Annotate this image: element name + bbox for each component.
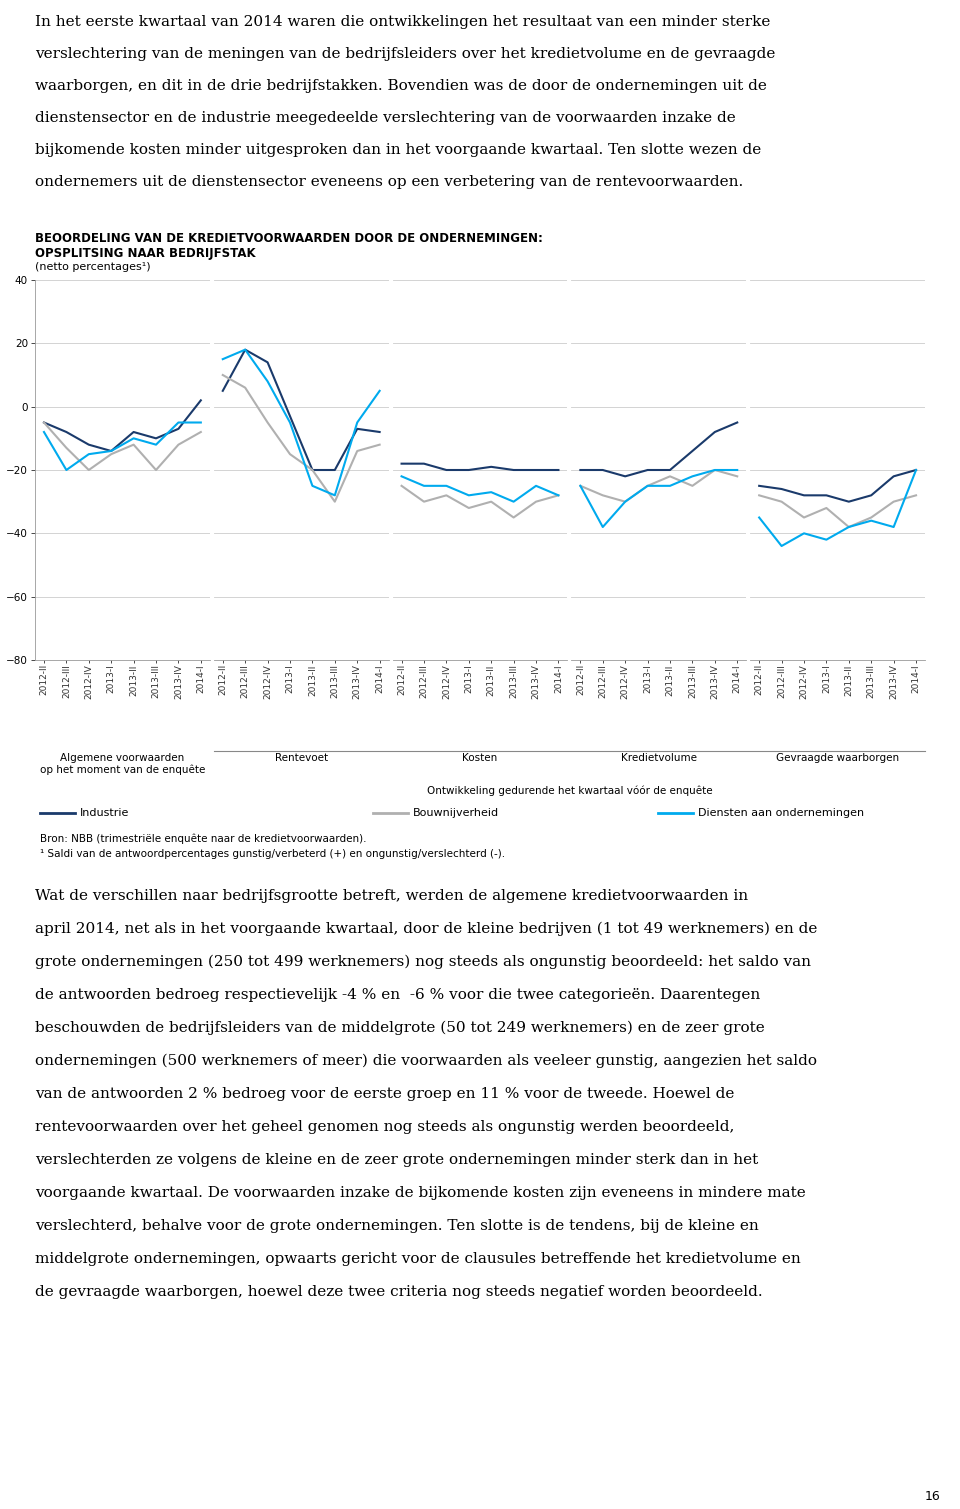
Text: rentevoorwaarden over het geheel genomen nog steeds als ongunstig werden beoorde: rentevoorwaarden over het geheel genomen…: [35, 1120, 734, 1133]
Text: middelgrote ondernemingen, opwaarts gericht voor de clausules betreffende het kr: middelgrote ondernemingen, opwaarts geri…: [35, 1252, 801, 1266]
Text: voorgaande kwartaal. De voorwaarden inzake de bijkomende kosten zijn eveneens in: voorgaande kwartaal. De voorwaarden inza…: [35, 1186, 805, 1200]
Text: bijkomende kosten minder uitgesproken dan in het voorgaande kwartaal. Ten slotte: bijkomende kosten minder uitgesproken da…: [35, 143, 761, 157]
Text: 16: 16: [924, 1489, 940, 1503]
Text: Wat de verschillen naar bedrijfsgrootte betreft, werden de algemene kredietvoorw: Wat de verschillen naar bedrijfsgrootte …: [35, 889, 748, 902]
Text: waarborgen, en dit in de drie bedrijfstakken. Bovendien was de door de ondernemi: waarborgen, en dit in de drie bedrijfsta…: [35, 78, 767, 94]
Text: van de antwoorden 2 % bedroeg voor de eerste groep en 11 % voor de tweede. Hoewe: van de antwoorden 2 % bedroeg voor de ee…: [35, 1086, 734, 1102]
Text: (netto percentages¹): (netto percentages¹): [35, 263, 151, 272]
Text: In het eerste kwartaal van 2014 waren die ontwikkelingen het resultaat van een m: In het eerste kwartaal van 2014 waren di…: [35, 15, 770, 29]
Text: ondernemers uit de dienstensector eveneens op een verbetering van de rentevoorwa: ondernemers uit de dienstensector evenee…: [35, 175, 743, 189]
Text: Kosten: Kosten: [463, 753, 497, 764]
Text: de gevraagde waarborgen, hoewel deze twee criteria nog steeds negatief worden be: de gevraagde waarborgen, hoewel deze twe…: [35, 1286, 762, 1299]
Text: beschouwden de bedrijfsleiders van de middelgrote (50 tot 249 werknemers) en de : beschouwden de bedrijfsleiders van de mi…: [35, 1022, 765, 1035]
Text: dienstensector en de industrie meegedeelde verslechtering van de voorwaarden inz: dienstensector en de industrie meegedeel…: [35, 112, 735, 125]
Text: OPSPLITSING NAAR BEDRIJFSTAK: OPSPLITSING NAAR BEDRIJFSTAK: [35, 247, 255, 260]
Text: Bouwnijverheid: Bouwnijverheid: [413, 807, 499, 818]
Text: Gevraagde waarborgen: Gevraagde waarborgen: [776, 753, 900, 764]
Text: Industrie: Industrie: [80, 807, 130, 818]
Text: Algemene voorwaarden
op het moment van de enquête: Algemene voorwaarden op het moment van d…: [39, 753, 205, 776]
Text: Rentevoet: Rentevoet: [275, 753, 327, 764]
Text: verslechterden ze volgens de kleine en de zeer grote ondernemingen minder sterk : verslechterden ze volgens de kleine en d…: [35, 1153, 758, 1166]
Text: de antwoorden bedroeg respectievelijk -4 % en  -6 % voor die twee categorieën. D: de antwoorden bedroeg respectievelijk -4…: [35, 988, 760, 1002]
Text: ondernemingen (500 werknemers of meer) die voorwaarden als veeleer gunstig, aang: ondernemingen (500 werknemers of meer) d…: [35, 1053, 817, 1068]
Text: ¹ Saldi van de antwoordpercentages gunstig/verbeterd (+) en ongunstig/verslechte: ¹ Saldi van de antwoordpercentages gunst…: [40, 850, 505, 859]
Text: verslechterd, behalve voor de grote ondernemingen. Ten slotte is de tendens, bij: verslechterd, behalve voor de grote onde…: [35, 1219, 758, 1233]
Text: Kredietvolume: Kredietvolume: [621, 753, 697, 764]
Text: Bron: NBB (trimestriële enquête naar de kredietvoorwaarden).: Bron: NBB (trimestriële enquête naar de …: [40, 833, 367, 844]
Text: april 2014, net als in het voorgaande kwartaal, door de kleine bedrijven (1 tot : april 2014, net als in het voorgaande kw…: [35, 922, 817, 937]
Text: Diensten aan ondernemingen: Diensten aan ondernemingen: [698, 807, 864, 818]
Text: verslechtering van de meningen van de bedrijfsleiders over het kredietvolume en : verslechtering van de meningen van de be…: [35, 47, 776, 60]
Text: grote ondernemingen (250 tot 499 werknemers) nog steeds als ongunstig beoordeeld: grote ondernemingen (250 tot 499 werknem…: [35, 955, 811, 969]
Text: BEOORDELING VAN DE KREDIETVOORWAARDEN DOOR DE ONDERNEMINGEN:: BEOORDELING VAN DE KREDIETVOORWAARDEN DO…: [35, 232, 542, 244]
Text: Ontwikkeling gedurende het kwartaal vóór de enquête: Ontwikkeling gedurende het kwartaal vóór…: [426, 785, 712, 795]
